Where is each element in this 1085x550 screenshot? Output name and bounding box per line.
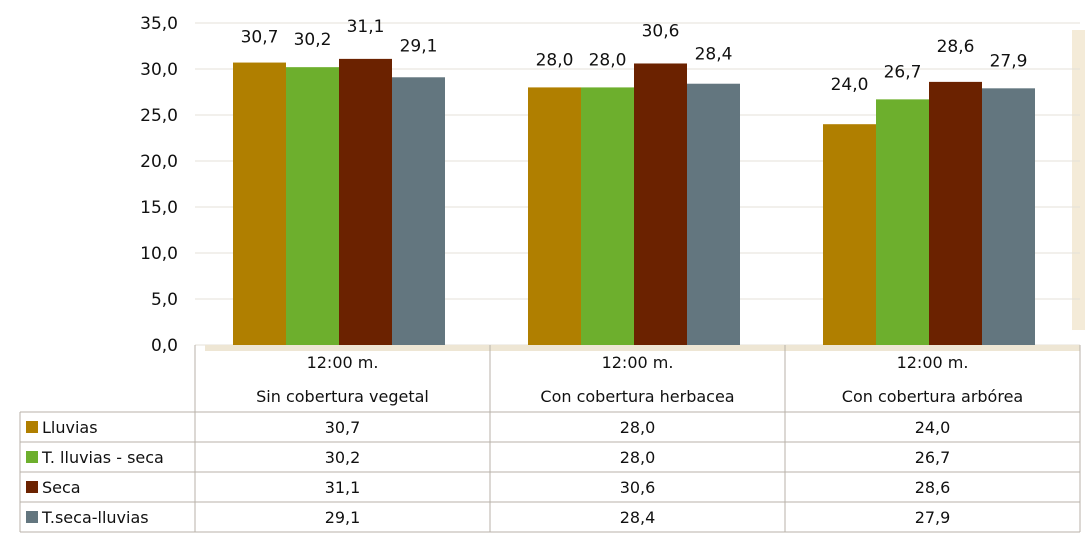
data-label: 24,0 bbox=[831, 75, 869, 95]
table-cell-value: 29,1 bbox=[325, 508, 361, 527]
table-cell-value: 28,0 bbox=[620, 418, 656, 437]
legend-swatch bbox=[26, 511, 38, 523]
data-label: 29,1 bbox=[400, 36, 438, 56]
y-tick-label: 30,0 bbox=[140, 60, 178, 80]
table-cell-value: 28,4 bbox=[620, 508, 656, 527]
data-label: 28,6 bbox=[937, 37, 975, 57]
category-label: Sin cobertura vegetal bbox=[256, 387, 429, 406]
table-cell-value: 28,6 bbox=[915, 478, 951, 497]
y-tick-label: 0,0 bbox=[151, 336, 178, 356]
data-label: 30,2 bbox=[294, 30, 332, 50]
bar bbox=[339, 58, 392, 345]
y-tick-label: 15,0 bbox=[140, 198, 178, 218]
data-label: 26,7 bbox=[884, 62, 922, 82]
table-cell-value: 30,2 bbox=[325, 448, 361, 467]
table-cell-value: 26,7 bbox=[915, 448, 951, 467]
table-cell-value: 31,1 bbox=[325, 478, 361, 497]
bar bbox=[634, 63, 687, 345]
bar bbox=[876, 99, 929, 345]
bar bbox=[528, 87, 581, 346]
category-label: Con cobertura arbórea bbox=[842, 387, 1023, 406]
category-label: Con cobertura herbacea bbox=[540, 387, 734, 406]
bar bbox=[233, 62, 286, 346]
bar bbox=[823, 124, 876, 345]
bar bbox=[687, 83, 740, 345]
legend-label: Lluvias bbox=[42, 418, 98, 437]
legend-label: Seca bbox=[42, 478, 81, 497]
category-label: 12:00 m. bbox=[897, 353, 969, 372]
data-label: 28,0 bbox=[589, 50, 627, 70]
axis-shadow bbox=[205, 345, 1080, 351]
y-tick-label: 20,0 bbox=[140, 152, 178, 172]
legend-label: T.seca-lluvias bbox=[41, 508, 149, 527]
data-label: 31,1 bbox=[347, 17, 385, 37]
y-tick-label: 10,0 bbox=[140, 244, 178, 264]
data-label: 28,4 bbox=[695, 45, 733, 65]
bar bbox=[392, 77, 445, 345]
data-label: 27,9 bbox=[990, 51, 1028, 71]
category-label: 12:00 m. bbox=[307, 353, 379, 372]
table-cell-value: 30,7 bbox=[325, 418, 361, 437]
data-label: 30,7 bbox=[241, 28, 279, 48]
category-label: 12:00 m. bbox=[602, 353, 674, 372]
background-band bbox=[1072, 30, 1085, 330]
bar bbox=[982, 88, 1035, 345]
legend-swatch bbox=[26, 421, 38, 433]
bar bbox=[286, 67, 339, 345]
table-cell-value: 30,6 bbox=[620, 478, 656, 497]
y-tick-label: 35,0 bbox=[140, 14, 178, 34]
table-cell-value: 27,9 bbox=[915, 508, 951, 527]
bar bbox=[929, 81, 982, 345]
data-label: 28,0 bbox=[536, 50, 574, 70]
legend-label: T. lluvias - seca bbox=[41, 448, 164, 467]
legend-swatch bbox=[26, 451, 38, 463]
y-tick-label: 25,0 bbox=[140, 106, 178, 126]
table-cell-value: 24,0 bbox=[915, 418, 951, 437]
data-label: 30,6 bbox=[642, 21, 680, 41]
bar bbox=[581, 87, 634, 346]
legend-swatch bbox=[26, 481, 38, 493]
y-tick-label: 5,0 bbox=[151, 290, 178, 310]
table-cell-value: 28,0 bbox=[620, 448, 656, 467]
